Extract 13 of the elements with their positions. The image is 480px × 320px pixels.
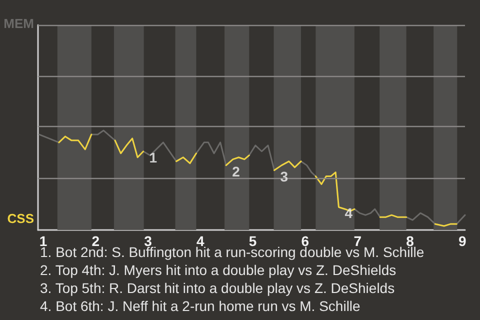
text: 2. Top 4th: J. Myers hit into a double play vs Z. DeShields <box>40 262 396 278</box>
x-tick-label: 9 <box>458 233 466 249</box>
x-tick-label: 7 <box>354 233 362 249</box>
text: 3. Top 5th: R. Darst hit into a double play vs Z. DeShields <box>40 280 395 296</box>
text: MEM <box>4 16 34 31</box>
annotation: 3 <box>280 168 288 184</box>
x-tick-label: 6 <box>301 233 310 249</box>
text: CSS <box>7 211 34 226</box>
text: 4. Bot 6th: J. Neff hit a 2-run home run vs M. Schille <box>40 298 361 314</box>
x-tick-label: 5 <box>248 233 257 249</box>
annotation: 1 <box>149 149 158 166</box>
annotation: 2 <box>232 163 240 180</box>
x-tick-label: 2 <box>92 233 100 249</box>
